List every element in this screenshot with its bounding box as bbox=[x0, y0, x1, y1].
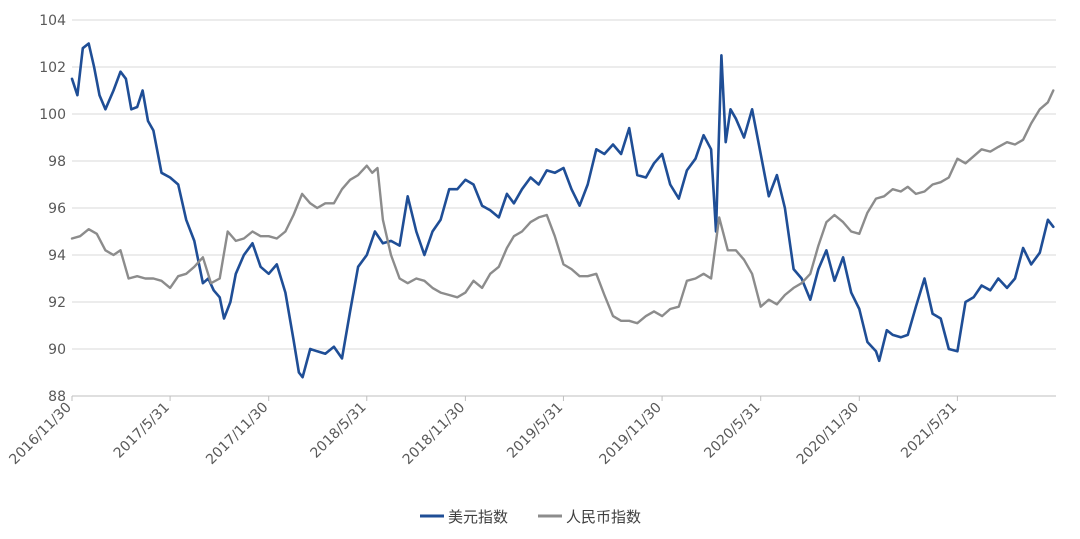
grid bbox=[72, 19, 1056, 350]
x-tick-label: 2018/11/30 bbox=[400, 400, 468, 468]
series-line-0 bbox=[70, 42, 1055, 379]
y-tick-label: 96 bbox=[48, 201, 66, 217]
y-tick-label: 100 bbox=[39, 107, 66, 123]
y-tick-label: 98 bbox=[48, 154, 66, 170]
x-tick-label: 2019/5/31 bbox=[504, 400, 566, 462]
x-tick-label: 2021/5/31 bbox=[898, 400, 960, 462]
x-tick-label: 2016/11/30 bbox=[6, 400, 74, 468]
x-tick-label: 2019/11/30 bbox=[597, 400, 665, 468]
legend-label-1: 人民币指数 bbox=[566, 508, 641, 526]
series-line-1 bbox=[70, 89, 1055, 325]
y-axis: 88 90 92 94 96 98 100 102 104 bbox=[39, 13, 66, 405]
y-tick-label: 102 bbox=[39, 60, 66, 76]
y-tick-label: 104 bbox=[39, 13, 66, 29]
x-tick-label: 2017/11/30 bbox=[203, 400, 271, 468]
legend-label-0: 美元指数 bbox=[448, 508, 508, 526]
x-tick-label: 2020/11/30 bbox=[794, 400, 862, 468]
x-tick-label: 2018/5/31 bbox=[308, 400, 370, 462]
y-tick-label: 90 bbox=[48, 342, 66, 358]
legend: 美元指数 人民币指数 bbox=[420, 508, 641, 526]
y-tick-label: 94 bbox=[48, 248, 66, 264]
y-tick-label: 92 bbox=[48, 295, 66, 311]
series-lines bbox=[70, 42, 1055, 379]
x-axis: 2016/11/30 2017/5/31 2017/11/30 2018/5/31 20… bbox=[6, 395, 1056, 468]
x-tick-label: 2020/5/31 bbox=[701, 400, 763, 462]
y-tick-label: 88 bbox=[48, 389, 66, 405]
x-tick-label: 2017/5/31 bbox=[111, 400, 173, 462]
